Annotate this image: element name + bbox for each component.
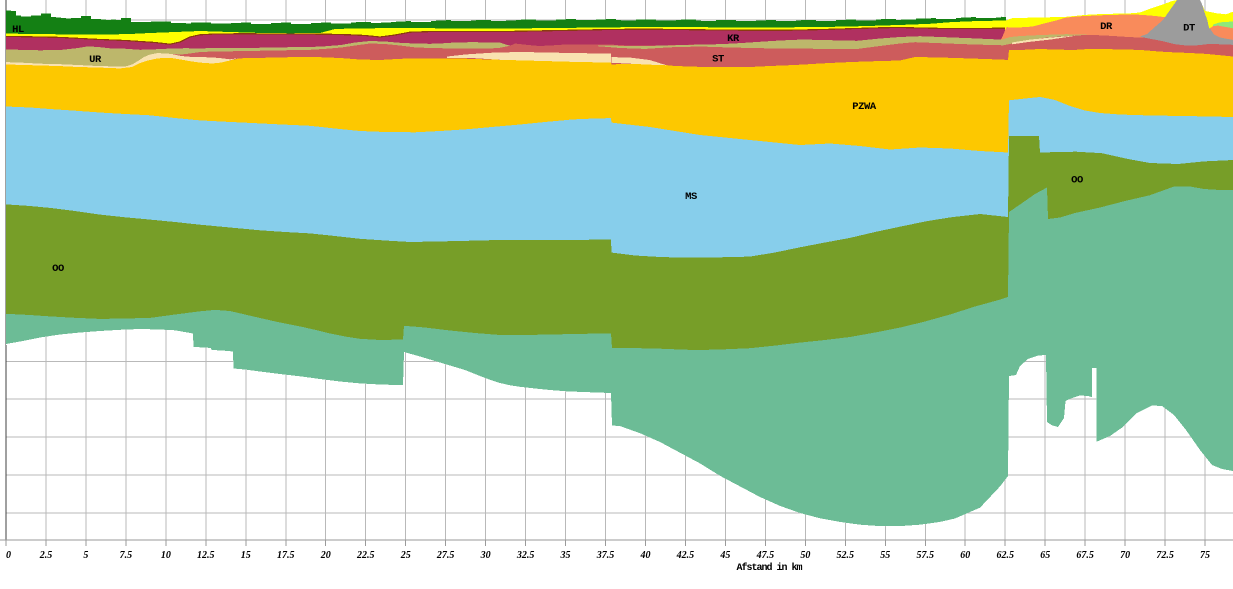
svg-text:Afstand in km: Afstand in km — [736, 562, 802, 574]
svg-text:57.5: 57.5 — [917, 550, 935, 561]
svg-text:22.5: 22.5 — [356, 550, 375, 561]
svg-text:25: 25 — [400, 550, 411, 561]
svg-text:67.5: 67.5 — [1076, 550, 1094, 561]
svg-text:15: 15 — [241, 550, 251, 561]
svg-text:37.5: 37.5 — [596, 550, 615, 561]
svg-text:60: 60 — [960, 550, 970, 561]
svg-text:50: 50 — [800, 550, 810, 561]
svg-text:65: 65 — [1040, 550, 1050, 561]
svg-text:PZWA: PZWA — [852, 101, 877, 113]
svg-text:30: 30 — [480, 550, 491, 561]
svg-text:OO: OO — [1071, 175, 1083, 187]
svg-text:UR: UR — [89, 54, 102, 66]
svg-text:DR: DR — [1100, 21, 1113, 33]
svg-text:40: 40 — [640, 550, 651, 561]
svg-text:12.5: 12.5 — [197, 550, 215, 561]
svg-text:27.5: 27.5 — [436, 550, 455, 561]
svg-text:10: 10 — [161, 550, 171, 561]
svg-text:7.5: 7.5 — [120, 550, 133, 561]
svg-text:KR: KR — [727, 33, 740, 45]
svg-text:17.5: 17.5 — [277, 550, 295, 561]
svg-text:HL: HL — [12, 24, 24, 36]
svg-text:45: 45 — [719, 550, 730, 561]
svg-text:70: 70 — [1120, 550, 1130, 561]
svg-text:2.5: 2.5 — [39, 550, 53, 561]
svg-text:32.5: 32.5 — [516, 550, 535, 561]
svg-text:5: 5 — [83, 550, 88, 561]
svg-text:47.5: 47.5 — [756, 550, 775, 561]
svg-text:52.5: 52.5 — [837, 550, 855, 561]
svg-text:0: 0 — [6, 550, 11, 561]
svg-text:72.5: 72.5 — [1156, 550, 1174, 561]
svg-text:62.5: 62.5 — [996, 550, 1014, 561]
svg-text:OO: OO — [52, 263, 64, 275]
svg-text:ST: ST — [712, 54, 724, 66]
svg-text:35: 35 — [560, 550, 571, 561]
svg-text:20: 20 — [320, 550, 331, 561]
svg-text:55: 55 — [880, 550, 890, 561]
svg-text:42.5: 42.5 — [676, 550, 695, 561]
svg-text:DT: DT — [1183, 23, 1195, 35]
svg-text:75: 75 — [1200, 550, 1210, 561]
svg-text:MS: MS — [685, 191, 697, 203]
